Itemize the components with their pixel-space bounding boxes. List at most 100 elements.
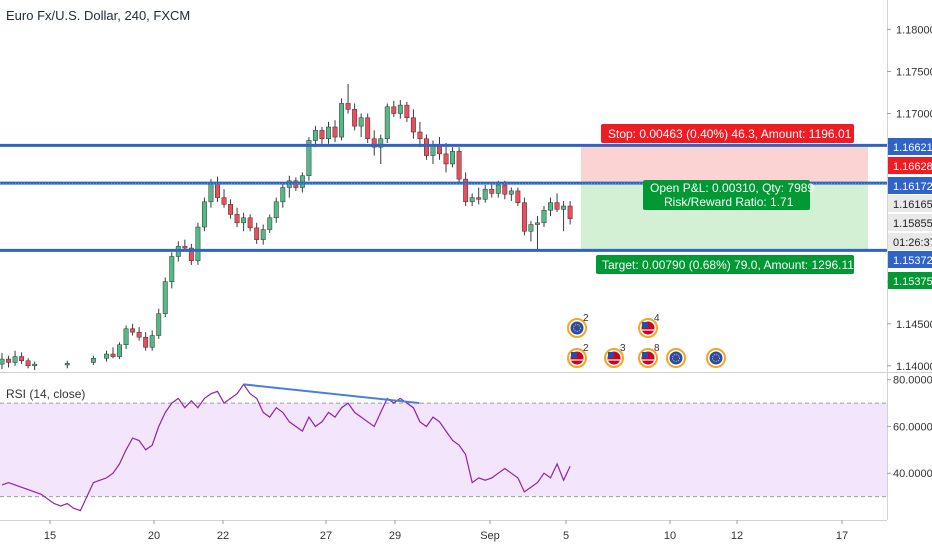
time-tick-label: Sep [480, 530, 500, 542]
candle [365, 113, 371, 143]
usa-flag-icon[interactable]: 4 [638, 313, 660, 338]
chart-title: Euro Fx/U.S. Dollar, 240, FXCM [6, 8, 190, 23]
candle [404, 101, 410, 122]
candle [215, 176, 220, 202]
eu-flag-icon[interactable] [706, 348, 726, 368]
candle [391, 100, 397, 117]
price-tick-label: 1.17500 [896, 66, 932, 78]
usa-flag-icon[interactable]: 2 [567, 343, 589, 368]
candle [6, 355, 11, 368]
time-tick-label: 17 [836, 530, 848, 542]
target-label[interactable]: Target: 0.00790 (0.68%) 79.0, Amount: 12… [596, 255, 854, 274]
candle [424, 134, 429, 160]
rsi-tick-label: 40.0000 [893, 468, 932, 480]
rsi-tick-label: 60.0000 [893, 421, 932, 433]
price-badge: 1.16172 [888, 177, 932, 194]
candle [521, 197, 527, 236]
price-axis[interactable]: 1.180001.175001.170001.150001.145001.140… [887, 24, 932, 373]
usa-flag-icon[interactable]: 8 [638, 343, 660, 368]
candle [234, 207, 240, 228]
candle [339, 98, 345, 141]
candle [397, 100, 403, 119]
event-count: 4 [654, 313, 660, 324]
time-tick-label: 20 [148, 530, 160, 542]
candle [25, 358, 31, 369]
price-badge: 1.15372 [888, 251, 932, 268]
risk-reward-text: Risk/Reward Ratio: 1.71 [664, 195, 794, 209]
eu-flag-icon[interactable] [666, 348, 686, 368]
svg-text:1.16172: 1.16172 [893, 181, 932, 193]
candle [371, 130, 377, 156]
price-badge: 1.15855 [888, 214, 932, 231]
price-tick-label: 1.14000 [896, 361, 932, 373]
usa-flag-icon[interactable]: 3 [604, 343, 626, 368]
candle [90, 355, 96, 365]
stop-zone[interactable] [581, 145, 868, 184]
stop-label[interactable]: Stop: 0.00463 (0.40%) 46.3, Amount: 1196… [601, 124, 854, 143]
candle [312, 126, 318, 148]
rsi-axis[interactable]: 80.0000 60.0000 40.0000 [887, 375, 932, 481]
time-tick-label: 22 [217, 530, 229, 542]
price-badge: 1.16621 [888, 138, 932, 155]
economic-events[interactable]: 2 2 3 8 4 [567, 313, 726, 368]
candle [273, 197, 279, 223]
price-badge: 01:26:37 [888, 233, 932, 250]
time-tick-label: 15 [44, 530, 56, 542]
svg-text:Stop: 0.00463 (0.40%) 46.3, Am: Stop: 0.00463 (0.40%) 46.3, Amount: 1196… [608, 127, 852, 141]
candle [286, 175, 292, 198]
candle [241, 212, 247, 232]
candle [143, 332, 149, 351]
time-tick-label: 29 [389, 530, 401, 542]
price-badge: 1.16628 [888, 157, 932, 174]
candle [169, 252, 175, 289]
event-count: 3 [620, 343, 626, 354]
candle [260, 224, 266, 245]
rsi-line [1, 383, 571, 512]
candle [254, 222, 260, 244]
price-badge: 1.15375 [888, 272, 932, 289]
candle [443, 142, 449, 173]
candle [469, 193, 475, 207]
candle [195, 222, 201, 265]
candlestick-series [0, 84, 573, 370]
svg-text:1.15372: 1.15372 [893, 255, 932, 267]
candle [528, 221, 534, 242]
candle [384, 103, 390, 143]
candle [476, 187, 482, 205]
candle [508, 187, 514, 201]
pnl-label[interactable]: Open P&L: 0.00310, Qty: 7989 Risk/Reward… [643, 180, 814, 210]
svg-text:Target: 0.00790 (0.68%) 79.0,: Target: 0.00790 (0.68%) 79.0, Amount: 12… [602, 258, 854, 272]
event-count: 8 [654, 343, 660, 354]
candle [19, 352, 25, 365]
svg-text:01:26:37: 01:26:37 [893, 237, 932, 249]
candle [378, 134, 384, 164]
candle [136, 327, 142, 341]
candle [156, 308, 162, 339]
svg-text:1.16165: 1.16165 [893, 199, 932, 211]
price-tick-label: 1.18000 [896, 24, 932, 36]
candle [561, 200, 567, 232]
candle [162, 277, 168, 318]
candle [515, 187, 521, 207]
candle [358, 113, 364, 138]
candle [554, 193, 560, 212]
eu-flag-icon[interactable]: 2 [567, 313, 589, 338]
price-tick-label: 1.17000 [896, 109, 932, 121]
candle [482, 185, 488, 203]
candle [410, 109, 416, 139]
rsi-band [0, 403, 887, 497]
candle [535, 216, 540, 252]
candle [352, 103, 358, 131]
candle [567, 200, 573, 225]
candle [0, 353, 5, 370]
candle [247, 214, 253, 232]
candle [417, 121, 423, 148]
pnl-text: Open P&L: 0.00310, Qty: 7989 [650, 181, 814, 195]
divergence-trendline[interactable] [243, 383, 420, 405]
price-badge: 1.16165 [888, 195, 932, 212]
time-axis[interactable]: 15 20 22 27 29 Sep 5 10 12 17 [44, 520, 848, 542]
time-tick-label: 10 [664, 530, 676, 542]
rsi-pane [1, 383, 571, 512]
candle [110, 347, 116, 359]
